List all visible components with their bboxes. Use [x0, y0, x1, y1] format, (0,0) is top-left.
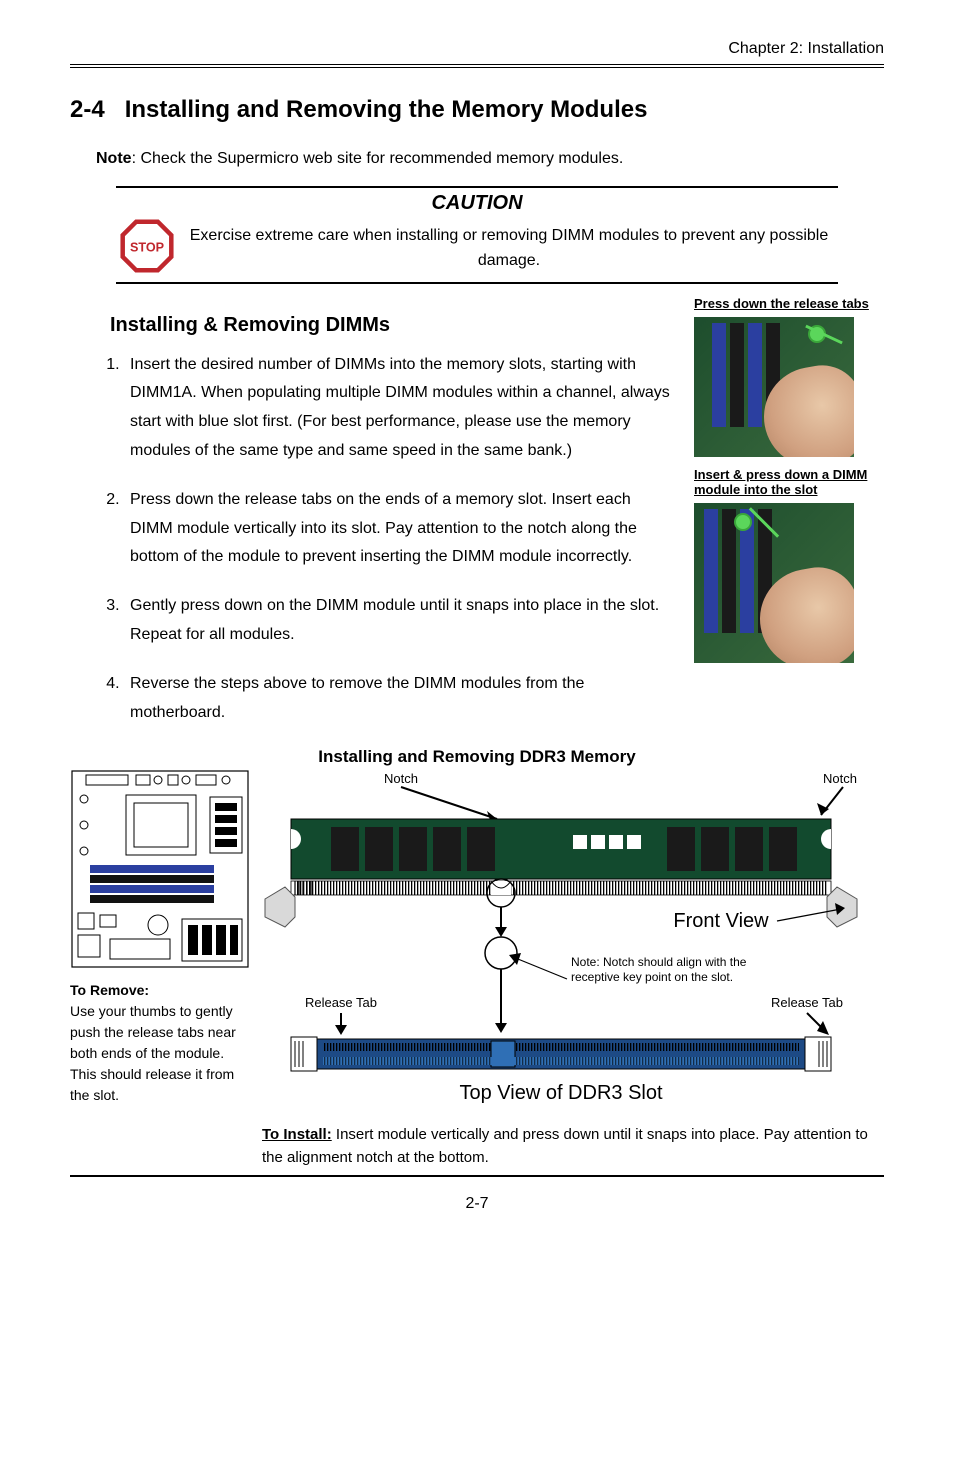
install-title: To Install: [262, 1126, 332, 1143]
photo-press-tabs [694, 317, 854, 457]
install-text: Insert module vertically and press down … [262, 1126, 868, 1166]
chapter-header: Chapter 2: Installation [70, 40, 884, 65]
step-item: Reverse the steps above to remove the DI… [124, 670, 676, 728]
label-notch-right: Notch [823, 771, 857, 786]
install-note: To Install: Insert module vertically and… [258, 1124, 884, 1169]
caption-press-tabs: Press down the release tabs [694, 296, 884, 311]
remove-title: To Remove: [70, 982, 149, 998]
caution-rule-top [116, 186, 838, 188]
label-note-align: Note: Notch should align with the recept… [571, 955, 751, 985]
label-top-view: Top View of DDR3 Slot [459, 1082, 663, 1104]
step-list: Insert the desired number of DIMMs into … [70, 351, 676, 728]
note-text: : Check the Supermicro web site for reco… [132, 150, 624, 167]
remove-text: Use your thumbs to gently push the relea… [70, 1003, 236, 1103]
stop-sign-icon: STOP [120, 219, 174, 278]
caution-text: Exercise extreme care when installing or… [184, 223, 834, 274]
note-line: Note: Check the Supermicro web site for … [96, 146, 884, 172]
caution-rule-bottom [116, 282, 838, 284]
step-item: Press down the release tabs on the ends … [124, 486, 676, 572]
note-label: Note [96, 150, 132, 167]
caution-title: CAUTION [116, 192, 838, 215]
section-number: 2-4 [70, 96, 105, 123]
step-item: Gently press down on the DIMM module unt… [124, 592, 676, 650]
caution-block: CAUTION STOP Exercise extreme care when … [116, 186, 838, 284]
footer-rule [70, 1175, 884, 1177]
step-item: Insert the desired number of DIMMs into … [124, 351, 676, 466]
subsection-title: Installing & Removing DIMMs [110, 314, 676, 337]
stop-label: STOP [130, 240, 164, 254]
label-notch-left: Notch [384, 771, 418, 786]
dimm-diagram: Notch Notch [258, 769, 884, 1169]
section-title: 2-4 Installing and Removing the Memory M… [70, 96, 884, 124]
label-release-tab-left: Release Tab [305, 995, 377, 1010]
motherboard-diagram [70, 769, 250, 969]
label-release-tab-right: Release Tab [771, 995, 843, 1010]
caption-insert-dimm: Insert & press down a DIMM module into t… [694, 467, 884, 497]
figure-title: Installing and Removing DDR3 Memory [70, 747, 884, 767]
photo-insert-dimm [694, 503, 854, 663]
remove-note: To Remove: Use your thumbs to gently pus… [70, 980, 250, 1106]
header-rule [70, 67, 884, 68]
label-front-view: Front View [673, 910, 769, 932]
section-heading: Installing and Removing the Memory Modul… [125, 96, 648, 123]
page-number: 2-7 [70, 1195, 884, 1213]
